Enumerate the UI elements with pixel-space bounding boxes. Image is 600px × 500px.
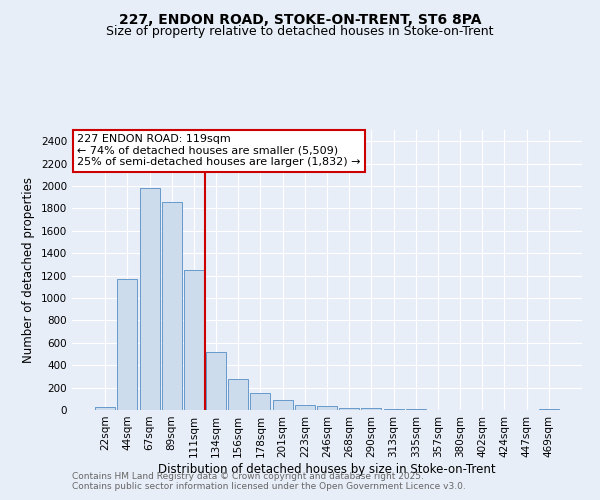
X-axis label: Distribution of detached houses by size in Stoke-on-Trent: Distribution of detached houses by size … bbox=[158, 462, 496, 475]
Bar bbox=[140, 188, 160, 410]
Bar bbox=[250, 393, 271, 410]
Text: Contains HM Land Registry data © Crown copyright and database right 2025.: Contains HM Land Registry data © Crown c… bbox=[72, 472, 424, 481]
Text: Contains public sector information licensed under the Open Government Licence v3: Contains public sector information licen… bbox=[72, 482, 466, 491]
Bar bbox=[361, 408, 382, 410]
Text: 227, ENDON ROAD, STOKE-ON-TRENT, ST6 8PA: 227, ENDON ROAD, STOKE-ON-TRENT, ST6 8PA bbox=[119, 12, 481, 26]
Bar bbox=[95, 407, 115, 410]
Bar bbox=[162, 202, 182, 410]
Text: 227 ENDON ROAD: 119sqm
← 74% of detached houses are smaller (5,509)
25% of semi-: 227 ENDON ROAD: 119sqm ← 74% of detached… bbox=[77, 134, 361, 168]
Bar bbox=[383, 409, 404, 410]
Bar bbox=[317, 406, 337, 410]
Bar bbox=[295, 405, 315, 410]
Text: Size of property relative to detached houses in Stoke-on-Trent: Size of property relative to detached ho… bbox=[106, 25, 494, 38]
Bar bbox=[272, 400, 293, 410]
Bar bbox=[339, 408, 359, 410]
Bar bbox=[118, 279, 137, 410]
Bar bbox=[206, 352, 226, 410]
Bar bbox=[228, 379, 248, 410]
Bar bbox=[184, 270, 204, 410]
Y-axis label: Number of detached properties: Number of detached properties bbox=[22, 177, 35, 363]
